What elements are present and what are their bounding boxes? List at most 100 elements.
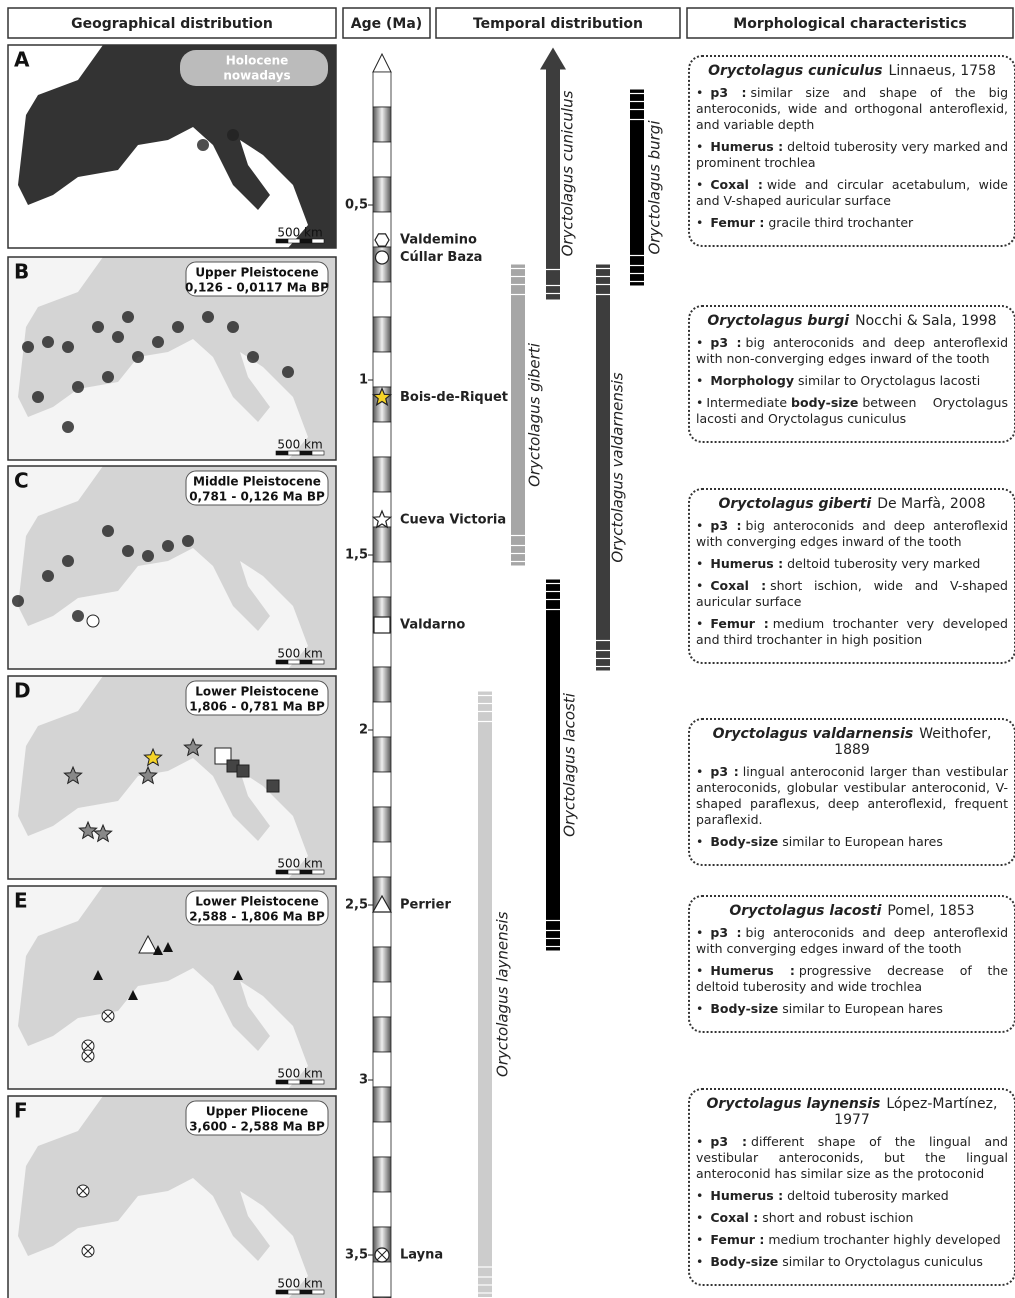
map-panel: CMiddle Pleistocene0,781 - 0,126 Ma BP50… bbox=[8, 466, 336, 669]
map-letter: C bbox=[14, 469, 29, 493]
age-segment bbox=[373, 317, 391, 352]
trait-term: Femur : bbox=[710, 616, 768, 631]
species-name: Oryctolagus lacosti bbox=[729, 903, 881, 919]
species-box: Oryctolagus burgiNocchi & Sala, 1998p3 :… bbox=[688, 305, 1015, 443]
map-marker bbox=[132, 351, 144, 363]
site-label: Cueva Victoria bbox=[400, 513, 506, 528]
trait-text: deltoid tuberosity very marked bbox=[787, 556, 980, 571]
site-shape bbox=[375, 234, 389, 246]
map-panel: FUpper Pliocene3,600 - 2,588 Ma BP500 km bbox=[8, 1096, 336, 1298]
map-scale-bar bbox=[312, 451, 324, 455]
trait: Morphologysimilar to Oryctolagus lacosti bbox=[696, 373, 1008, 389]
species-title: Oryctolagus burgiNocchi & Sala, 1998 bbox=[696, 313, 1008, 329]
trait-term: Coxal : bbox=[710, 1210, 758, 1225]
range-label: Oryctolagus cuniculus bbox=[559, 90, 577, 256]
age-tick-label: 3 bbox=[359, 1073, 368, 1088]
age-segment bbox=[373, 1192, 391, 1227]
map-marker bbox=[122, 311, 134, 323]
trait: Humerus :deltoid tuberosity very marked … bbox=[696, 139, 1008, 171]
range-bar bbox=[478, 692, 492, 1298]
range-bar bbox=[511, 265, 525, 566]
age-segment bbox=[373, 912, 391, 947]
site-label: Valdemino bbox=[400, 233, 477, 248]
map-marker bbox=[42, 570, 54, 582]
age-segment bbox=[373, 562, 391, 597]
map-marker bbox=[42, 336, 54, 348]
map-letter: F bbox=[14, 1099, 28, 1123]
map-letter: D bbox=[14, 679, 31, 703]
site-shape bbox=[374, 617, 390, 633]
age-tick-label: 1 bbox=[359, 373, 368, 388]
site-symbol bbox=[375, 234, 389, 246]
species-name: Oryctolagus burgi bbox=[707, 313, 849, 329]
map-scale-label: 500 km bbox=[277, 438, 322, 452]
trait-term: Coxal : bbox=[710, 578, 766, 593]
age-tick-label: 3,5 bbox=[345, 1248, 368, 1263]
age-tick-label: 0,5 bbox=[345, 198, 368, 213]
trait-text: similar to Oryctolagus cuniculus bbox=[782, 1254, 983, 1269]
site-label: Bois-de-Riquet bbox=[400, 390, 508, 405]
species-box: Oryctolagus gibertiDe Marfà, 2008p3 :big… bbox=[688, 488, 1015, 664]
trait-term: Humerus : bbox=[710, 963, 794, 978]
trait: Humerus :deltoid tuberosity marked bbox=[696, 1188, 1008, 1204]
trait-pre: Intermediate bbox=[706, 395, 787, 410]
period-name: Upper Pliocene bbox=[206, 1105, 308, 1119]
range-bar bbox=[546, 580, 560, 951]
trait: Coxal :short and robust ischion bbox=[696, 1210, 1008, 1226]
map-letter: B bbox=[14, 260, 29, 284]
map-scale-bar bbox=[276, 870, 288, 874]
map-marker bbox=[142, 550, 154, 562]
map-marker bbox=[227, 129, 239, 141]
age-segment bbox=[373, 527, 391, 562]
map-marker bbox=[102, 525, 114, 537]
range-label: Oryctolagus valdarnensis bbox=[609, 372, 627, 562]
age-segment bbox=[373, 1122, 391, 1157]
age-segment bbox=[373, 702, 391, 737]
period-name: Upper Pleistocene bbox=[195, 266, 318, 280]
trait-text: big anteroconids and deep anteroflexid w… bbox=[696, 518, 1008, 549]
header-label: Morphological characteristics bbox=[733, 16, 966, 32]
map-panel: BUpper Pleistocene0,126 - 0,0117 Ma BP50… bbox=[8, 257, 336, 460]
map-marker bbox=[102, 371, 114, 383]
period-range: 1,806 - 0,781 Ma BP bbox=[189, 700, 325, 714]
age-segment bbox=[373, 842, 391, 877]
period-name: Lower Pleistocene bbox=[195, 685, 318, 699]
trait-text: gracile third trochanter bbox=[768, 215, 913, 230]
map-marker bbox=[62, 555, 74, 567]
map-scale-label: 500 km bbox=[277, 857, 322, 871]
map-scale-label: 500 km bbox=[277, 1067, 322, 1081]
map-scale-bar bbox=[288, 1080, 300, 1084]
period-range: 3,600 - 2,588 Ma BP bbox=[189, 1120, 325, 1134]
species-box: Oryctolagus cuniculusLinnaeus, 1758p3 :s… bbox=[688, 55, 1015, 247]
trait-term: p3 : bbox=[710, 925, 741, 940]
age-segment bbox=[373, 352, 391, 387]
map-marker bbox=[172, 321, 184, 333]
map-marker bbox=[182, 535, 194, 547]
map-letter: E bbox=[14, 889, 28, 913]
age-segment bbox=[373, 1157, 391, 1192]
trait: Coxal :wide and circular acetabulum, wid… bbox=[696, 177, 1008, 209]
header-label: Temporal distribution bbox=[473, 16, 643, 32]
map-marker bbox=[267, 780, 279, 792]
map-marker bbox=[237, 765, 249, 777]
map-scale-bar bbox=[276, 1290, 288, 1294]
map-panel: AHolocenenowadays500 km bbox=[8, 45, 336, 248]
trait: p3 :big anteroconids and deep anteroflex… bbox=[696, 925, 1008, 957]
map-panel: ELower Pleistocene2,588 - 1,806 Ma BP500… bbox=[8, 886, 336, 1089]
species-name: Oryctolagus giberti bbox=[718, 496, 871, 512]
map-marker bbox=[197, 139, 209, 151]
age-segment bbox=[373, 72, 391, 107]
map-marker bbox=[227, 321, 239, 333]
map-scale-bar bbox=[288, 239, 300, 243]
trait-term: p3 : bbox=[710, 764, 738, 779]
trait: Humerus :progressive decrease of the del… bbox=[696, 963, 1008, 995]
trait-text: big anteroconids and deep anteroflexid w… bbox=[696, 925, 1008, 956]
map-scale-bar bbox=[276, 660, 288, 664]
map-scale-bar bbox=[288, 451, 300, 455]
trait-text: deltoid tuberosity marked bbox=[787, 1188, 949, 1203]
age-tick-label: 2,5 bbox=[345, 898, 368, 913]
map-marker bbox=[62, 341, 74, 353]
